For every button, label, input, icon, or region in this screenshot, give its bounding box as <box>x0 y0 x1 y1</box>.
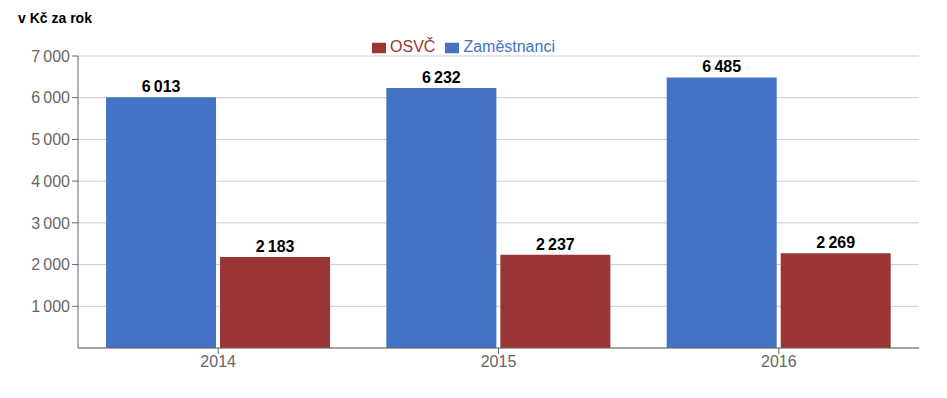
svg-text:6 485: 6 485 <box>702 58 741 75</box>
svg-text:5 000: 5 000 <box>31 131 70 148</box>
svg-text:2 000: 2 000 <box>31 256 70 273</box>
svg-text:4 000: 4 000 <box>31 173 70 190</box>
svg-text:6 013: 6 013 <box>142 78 181 95</box>
svg-text:2015: 2015 <box>481 353 517 370</box>
svg-text:3 000: 3 000 <box>31 215 70 232</box>
html-text:OSVČ: OSVČ <box>390 38 436 55</box>
svg-text:1 000: 1 000 <box>31 298 70 315</box>
svg-text:2014: 2014 <box>200 353 236 370</box>
svg-text:6 232: 6 232 <box>422 69 461 86</box>
svg-text:6 000: 6 000 <box>31 89 70 106</box>
html-text:v Kč za rok: v Kč za rok <box>18 10 92 26</box>
svg-text:2 183: 2 183 <box>256 238 295 255</box>
html-text:Zaměstnanci: Zaměstnanci <box>463 38 555 55</box>
svg-text:2 237: 2 237 <box>536 236 575 253</box>
svg-text:2016: 2016 <box>761 353 797 370</box>
svg-text:7 000: 7 000 <box>31 48 70 65</box>
svg-text:2 269: 2 269 <box>816 234 855 251</box>
